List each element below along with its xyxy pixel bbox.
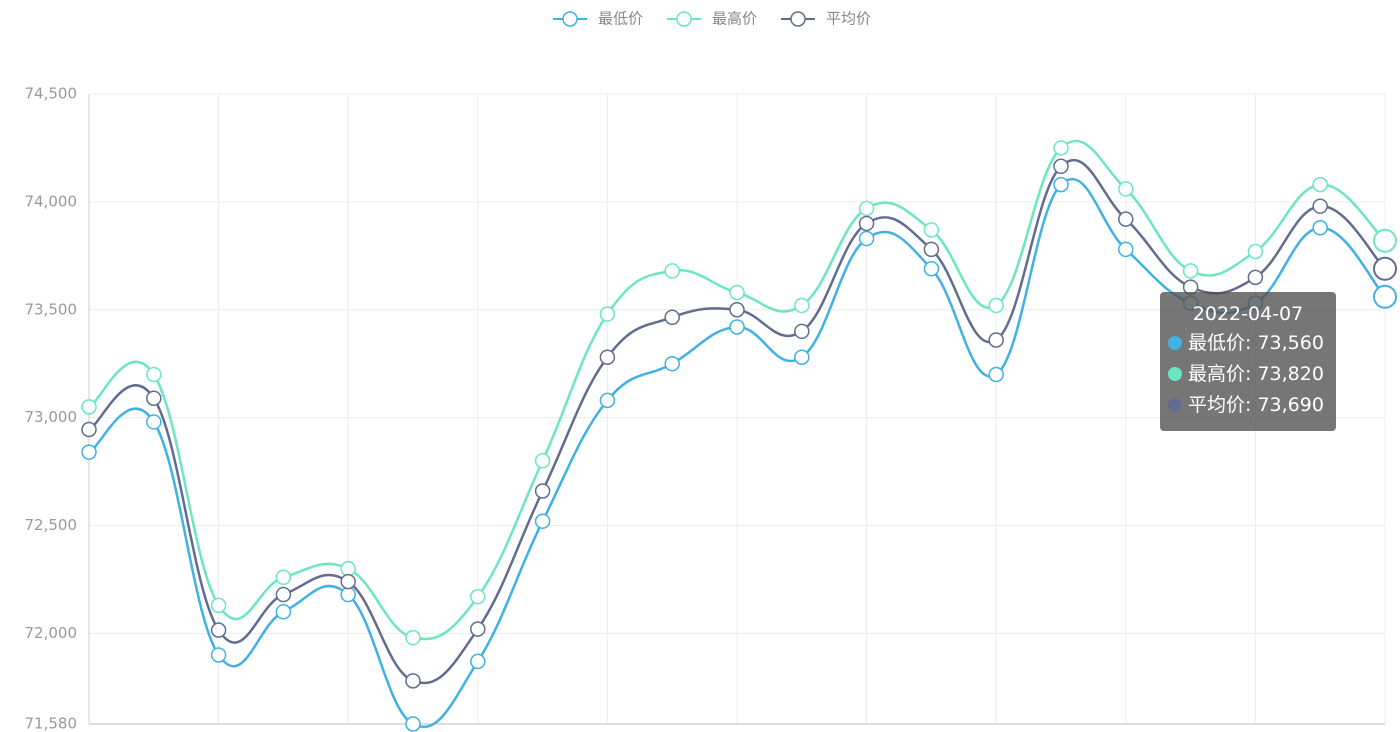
- data-point: [1312, 176, 1328, 193]
- data-point: [599, 306, 616, 322]
- data-point: [988, 297, 1004, 314]
- legend-symbol: [676, 11, 692, 27]
- data-point: [988, 332, 1004, 348]
- data-point: [599, 392, 616, 409]
- y-tick-label: 72,000: [25, 624, 78, 642]
- data-point: [729, 284, 745, 301]
- data-point: [1312, 198, 1328, 214]
- data-point: [405, 716, 421, 732]
- legend-label[interactable]: 最低价: [598, 10, 643, 28]
- tooltip-text: 最高价: 73,820: [1188, 363, 1324, 385]
- data-point: [599, 349, 616, 365]
- data-point: [1182, 263, 1199, 279]
- data-point: [470, 588, 486, 605]
- tooltip-text: 平均价: 73,690: [1188, 394, 1324, 416]
- y-tick-label: 73,000: [25, 408, 78, 426]
- legend-symbol: [790, 11, 806, 27]
- y-tick-label: 72,500: [25, 516, 78, 534]
- y-tick-label: 71,580: [25, 715, 78, 732]
- tooltip-text: 最低价: 73,560: [1188, 332, 1324, 354]
- data-point: [988, 366, 1004, 383]
- data-point: [210, 647, 227, 663]
- legend: 最低价 最高价 平均价: [553, 10, 871, 28]
- data-point: [1247, 269, 1264, 286]
- axes: 71,580 72,000 72,500 73,000 73,500 74,000 74,5…: [25, 85, 1385, 732]
- data-point: [470, 653, 486, 670]
- data-point: [210, 622, 227, 638]
- legend-symbol: [562, 11, 578, 27]
- data-point: [470, 621, 486, 637]
- tooltip-title: 2022-04-07: [1192, 303, 1304, 325]
- lines: [81, 139, 1397, 732]
- y-tick-label: 74,500: [25, 85, 78, 103]
- tooltip-row: 最低价: 73,560: [1168, 328, 1336, 359]
- legend-label[interactable]: 平均价: [826, 10, 871, 28]
- data-point: [340, 560, 356, 577]
- data-point: [1373, 256, 1397, 281]
- data-point: [858, 215, 875, 232]
- y-tick-label: 74,000: [25, 192, 78, 210]
- data-point: [275, 569, 292, 586]
- data-point: [923, 241, 940, 258]
- data-point: [794, 349, 810, 365]
- data-point: [1247, 243, 1264, 260]
- tooltip-row: 平均价: 73,690: [1168, 390, 1336, 421]
- data-point: [794, 323, 810, 340]
- tooltip-marker: [1168, 367, 1182, 381]
- tooltip-marker: [1168, 398, 1182, 412]
- tooltip-row: 最高价: 73,820: [1168, 359, 1336, 390]
- data-point: [923, 261, 940, 277]
- data-point: [405, 673, 421, 689]
- data-point: [858, 200, 875, 217]
- tooltip-marker: [1168, 336, 1182, 350]
- data-point: [81, 399, 97, 415]
- data-point: [534, 453, 551, 469]
- data-point: [1312, 220, 1328, 236]
- data-point: [405, 629, 421, 646]
- data-point: [81, 444, 97, 460]
- data-point: [1118, 241, 1134, 258]
- data-point: [81, 421, 97, 438]
- data-point: [275, 604, 292, 620]
- data-point: [729, 319, 745, 335]
- data-point: [146, 414, 162, 430]
- data-point: [858, 230, 875, 247]
- data-point: [1053, 176, 1069, 193]
- legend-label[interactable]: 最高价: [712, 10, 757, 28]
- data-point: [923, 222, 940, 238]
- data-point: [1373, 284, 1397, 309]
- data-point: [664, 355, 680, 372]
- data-point: [146, 390, 162, 406]
- data-point: [275, 586, 292, 603]
- data-point: [340, 586, 356, 603]
- tooltip: 2022-04-07 最低价: 73,560 最高价: 73,820 平均价: 73…: [1160, 292, 1336, 431]
- data-point: [1373, 228, 1397, 253]
- data-point: [340, 573, 356, 590]
- data-point: [534, 483, 551, 499]
- data-point: [210, 597, 227, 614]
- data-point: [729, 302, 745, 318]
- data-point: [146, 366, 162, 383]
- data-point: [1053, 158, 1069, 175]
- data-point: [664, 263, 680, 279]
- data-point: [664, 309, 680, 326]
- y-tick-label: 73,500: [25, 300, 78, 318]
- data-point: [1053, 140, 1069, 156]
- data-point: [534, 513, 551, 529]
- data-point: [1118, 181, 1134, 197]
- data-point: [1118, 211, 1134, 227]
- data-point: [794, 297, 810, 314]
